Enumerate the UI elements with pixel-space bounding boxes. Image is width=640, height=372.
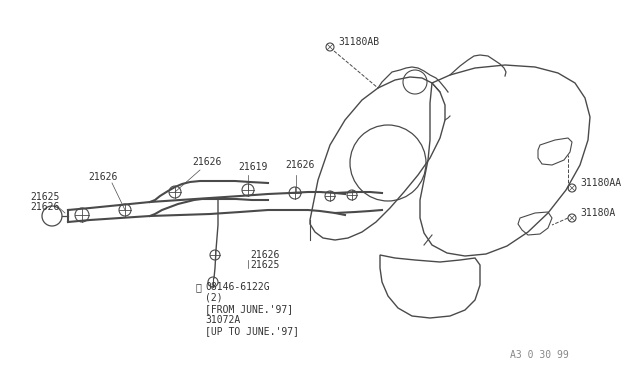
Text: 31180A: 31180A	[580, 208, 615, 218]
Text: [UP TO JUNE.'97]: [UP TO JUNE.'97]	[205, 326, 299, 336]
Text: 21626: 21626	[192, 157, 221, 167]
Text: 21626: 21626	[250, 250, 280, 260]
Text: [FROM JUNE.'97]: [FROM JUNE.'97]	[205, 304, 293, 314]
Text: 31180AA: 31180AA	[580, 178, 621, 188]
Text: 21626: 21626	[285, 160, 314, 170]
Text: 08146-6122G: 08146-6122G	[205, 282, 269, 292]
Text: 21625: 21625	[30, 192, 60, 202]
Text: 31072A: 31072A	[205, 315, 240, 325]
Text: 31180AB: 31180AB	[338, 37, 379, 47]
Text: Ⓑ: Ⓑ	[195, 282, 201, 292]
Text: A3 0 30 99: A3 0 30 99	[510, 350, 569, 360]
Text: 21625: 21625	[250, 260, 280, 270]
Text: 21626: 21626	[30, 202, 60, 212]
Text: 21626: 21626	[88, 172, 117, 182]
Text: (2): (2)	[205, 293, 223, 303]
Text: 21619: 21619	[238, 162, 268, 172]
